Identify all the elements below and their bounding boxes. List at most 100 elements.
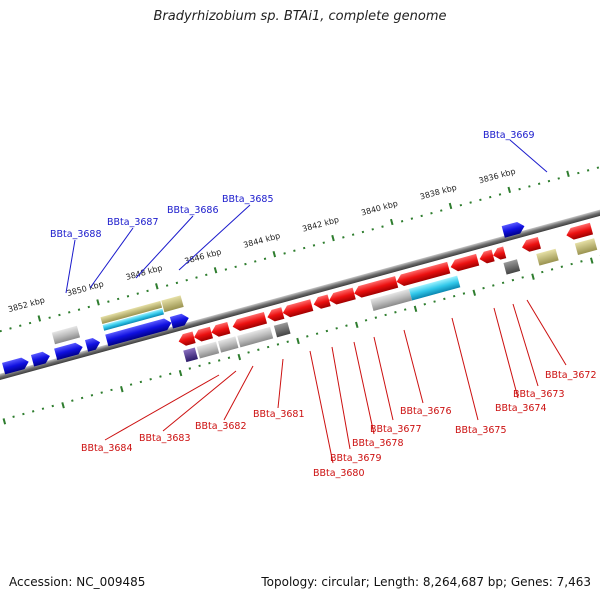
major-tick bbox=[213, 267, 218, 274]
minor-tick bbox=[208, 361, 211, 365]
minor-tick bbox=[440, 209, 443, 212]
minor-tick bbox=[342, 236, 345, 239]
gene-feature[interactable] bbox=[353, 276, 399, 299]
gene-feature[interactable] bbox=[231, 311, 268, 333]
gene-feature[interactable] bbox=[196, 341, 220, 359]
gene-label[interactable]: BBta_3673 bbox=[513, 389, 565, 400]
gene-label[interactable]: BBta_3677 bbox=[370, 424, 422, 435]
gene-feature[interactable] bbox=[312, 294, 331, 311]
gene-feature[interactable] bbox=[169, 312, 191, 329]
minor-tick bbox=[501, 281, 505, 285]
gene-label-leader bbox=[353, 341, 375, 435]
gene-label[interactable]: BBta_3682 bbox=[195, 421, 247, 432]
gene-feature[interactable] bbox=[217, 336, 239, 353]
minor-tick bbox=[276, 343, 280, 346]
gene-feature[interactable] bbox=[183, 347, 198, 363]
gene-label[interactable]: BBta_3669 bbox=[483, 130, 535, 141]
major-tick bbox=[413, 305, 418, 312]
minor-tick bbox=[511, 278, 515, 282]
major-tick bbox=[390, 218, 394, 226]
gene-feature[interactable] bbox=[395, 261, 451, 288]
gene-feature[interactable] bbox=[273, 322, 291, 338]
major-tick bbox=[178, 369, 183, 377]
gene-feature[interactable] bbox=[105, 317, 173, 347]
gene-label[interactable]: BBta_3676 bbox=[400, 406, 452, 417]
gene-label[interactable]: BBta_3680 bbox=[313, 468, 365, 479]
gene-feature[interactable] bbox=[30, 350, 52, 367]
minor-tick bbox=[0, 329, 2, 333]
genome-backbone bbox=[0, 176, 600, 409]
gene-label-leader bbox=[277, 358, 284, 409]
minor-tick bbox=[557, 177, 560, 180]
gene-feature[interactable] bbox=[192, 326, 214, 343]
gene-feature[interactable] bbox=[501, 220, 526, 238]
gene-feature[interactable] bbox=[2, 356, 30, 375]
map-title: Bradyrhizobium sp. BTAi1, complete genom… bbox=[153, 9, 447, 24]
minor-tick bbox=[570, 262, 573, 266]
gene-feature[interactable] bbox=[492, 246, 507, 262]
minor-tick bbox=[116, 297, 120, 301]
gene-feature[interactable] bbox=[370, 288, 413, 311]
gene-label[interactable]: BBta_3678 bbox=[352, 438, 404, 449]
minor-tick bbox=[306, 335, 309, 338]
minor-tick bbox=[107, 300, 110, 303]
minor-tick bbox=[325, 329, 329, 333]
major-tick bbox=[531, 273, 535, 280]
scale-label: 3844 kbp bbox=[242, 231, 281, 250]
minor-tick bbox=[41, 407, 45, 410]
gene-feature[interactable] bbox=[520, 237, 541, 253]
minor-tick bbox=[420, 214, 423, 218]
gene-feature[interactable] bbox=[51, 325, 81, 345]
minor-tick bbox=[488, 195, 492, 199]
reverse-gene-labels: BBta_3684 BBta_3683 BBta_3682 BBta_3681 … bbox=[81, 299, 597, 479]
gene-label-leader bbox=[309, 350, 334, 464]
minor-tick bbox=[169, 372, 172, 376]
gene-label[interactable]: BBta_3684 bbox=[81, 443, 133, 454]
gene-label[interactable]: BBta_3687 bbox=[107, 217, 159, 228]
gene-feature[interactable] bbox=[177, 331, 196, 347]
gene-label[interactable]: BBta_3672 bbox=[545, 370, 597, 381]
minor-tick bbox=[217, 359, 221, 362]
gene-label-leader bbox=[509, 139, 548, 173]
gene-label[interactable]: BBta_3674 bbox=[495, 403, 547, 414]
gene-label[interactable]: BBta_3685 bbox=[222, 194, 274, 205]
gene-label[interactable]: BBta_3683 bbox=[139, 433, 191, 444]
gene-label[interactable]: BBta_3688 bbox=[50, 229, 102, 240]
gene-feature[interactable] bbox=[100, 300, 163, 325]
gene-feature[interactable] bbox=[328, 287, 356, 306]
gene-label-leader bbox=[65, 239, 76, 294]
gene-feature[interactable] bbox=[536, 248, 559, 266]
gene-feature[interactable] bbox=[210, 321, 231, 338]
minor-tick bbox=[126, 295, 130, 298]
gene-feature[interactable] bbox=[503, 259, 521, 275]
gene-feature[interactable] bbox=[266, 307, 285, 323]
gene-feature[interactable] bbox=[449, 253, 480, 273]
forward-gene-labels: BBta_3688 BBta_3687 BBta_3686 BBta_3685 … bbox=[50, 130, 548, 294]
gene-label[interactable]: BBta_3679 bbox=[330, 453, 382, 464]
gene-label[interactable]: BBta_3681 bbox=[253, 409, 305, 420]
minor-tick bbox=[547, 179, 551, 183]
gene-feature[interactable] bbox=[281, 299, 314, 318]
minor-tick bbox=[263, 257, 267, 260]
gene-label-leader bbox=[526, 299, 567, 366]
minor-tick bbox=[430, 212, 433, 215]
gene-feature[interactable] bbox=[102, 308, 164, 331]
gene-label[interactable]: BBta_3686 bbox=[167, 205, 219, 216]
minor-tick bbox=[139, 380, 143, 384]
minor-tick bbox=[234, 265, 237, 269]
minor-tick bbox=[403, 308, 407, 311]
minor-tick bbox=[381, 225, 384, 228]
gene-feature[interactable] bbox=[237, 326, 274, 348]
gene-feature[interactable] bbox=[574, 238, 598, 256]
gene-label[interactable]: BBta_3675 bbox=[455, 425, 507, 436]
minor-tick bbox=[371, 228, 374, 231]
gene-feature[interactable] bbox=[408, 275, 461, 301]
gene-feature[interactable] bbox=[565, 222, 594, 241]
outer-scale-ticks bbox=[0, 166, 600, 333]
gene-feature[interactable] bbox=[161, 295, 184, 313]
gene-feature[interactable] bbox=[478, 249, 495, 265]
forward-strand-genes bbox=[2, 220, 526, 375]
gene-feature[interactable] bbox=[84, 336, 102, 352]
gene-feature[interactable] bbox=[54, 341, 84, 361]
